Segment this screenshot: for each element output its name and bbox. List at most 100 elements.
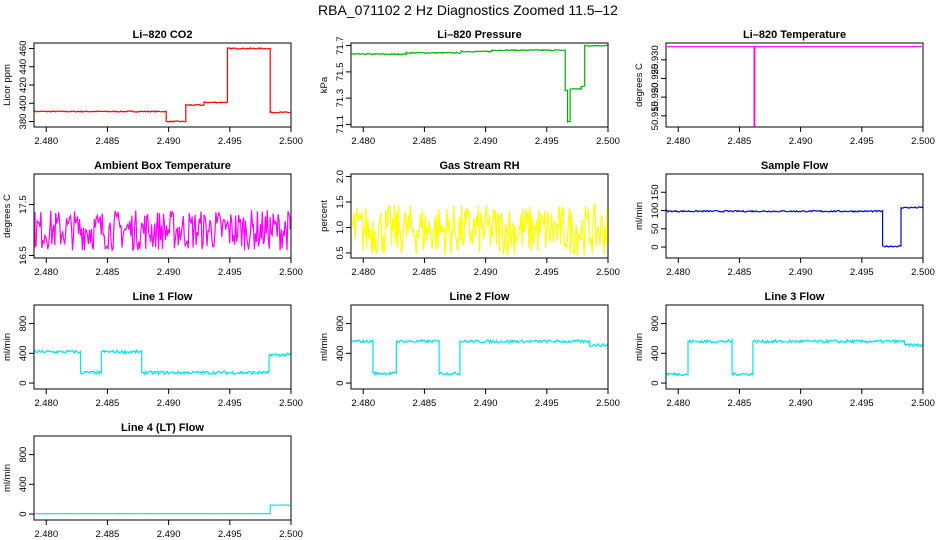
series-line <box>351 44 608 123</box>
y-tick-label: 400 <box>18 95 29 111</box>
plot-frame <box>33 42 292 128</box>
x-tick-label: 2.485 <box>96 267 120 278</box>
x-tick-label: 2.490 <box>157 136 181 147</box>
x-tick-label: 2.495 <box>535 136 559 147</box>
y-tick-label: 400 <box>18 345 29 361</box>
y-axis-label: kPa <box>319 76 330 93</box>
x-tick-label: 2.500 <box>911 267 935 278</box>
panel-title: Ambient Box Temperature <box>94 160 231 172</box>
x-tick-label: 2.480 <box>34 136 58 147</box>
y-axis-label: Licor ppm <box>2 64 13 106</box>
y-tick-label: 16.5 <box>18 246 29 264</box>
y-axis-label: ml/min <box>634 333 645 361</box>
x-tick-label: 2.485 <box>413 136 437 147</box>
x-tick-label: 2.500 <box>911 398 935 409</box>
x-tick-label: 2.490 <box>789 267 813 278</box>
y-tick-label: 800 <box>650 316 661 332</box>
series-line <box>34 504 291 515</box>
x-tick-label: 2.480 <box>34 529 58 540</box>
panel-title: Sample Flow <box>761 160 829 172</box>
y-tick-label: 0 <box>335 380 346 385</box>
plot-frame <box>350 42 609 128</box>
x-tick-label: 2.480 <box>351 136 375 147</box>
panel-2: Li–820 Pressure 2.480 2.485 2.490 2.495 2.500… <box>319 29 620 147</box>
y-tick-label: 17.5 <box>18 195 29 214</box>
x-tick-label: 2.500 <box>279 136 303 147</box>
y-tick-label: 400 <box>18 476 29 492</box>
series-line <box>666 206 923 248</box>
y-tick-label: 0 <box>18 380 29 385</box>
x-tick-label: 2.495 <box>850 398 874 409</box>
y-axis-label: ml/min <box>2 464 13 492</box>
x-tick-label: 2.495 <box>218 267 242 278</box>
panel-3: Li–820 Temperature 2.480 2.485 2.490 2.495 2.… <box>634 29 935 147</box>
x-tick-label: 2.500 <box>596 398 620 409</box>
x-tick-label: 2.480 <box>34 267 58 278</box>
y-axis-label: ml/min <box>319 333 330 361</box>
x-tick-label: 2.480 <box>34 398 58 409</box>
y-tick-label: 150 <box>650 184 661 200</box>
x-tick-label: 2.490 <box>474 136 498 147</box>
x-tick-label: 2.495 <box>218 398 242 409</box>
x-tick-label: 2.500 <box>596 136 620 147</box>
series-line <box>666 338 923 377</box>
x-tick-label: 2.495 <box>850 267 874 278</box>
x-tick-label: 2.480 <box>666 398 690 409</box>
x-tick-label: 2.480 <box>666 267 690 278</box>
series-line <box>34 348 291 376</box>
plot-frame <box>33 173 292 259</box>
x-tick-label: 2.500 <box>279 398 303 409</box>
x-tick-label: 2.500 <box>279 529 303 540</box>
panel-title: Line 1 Flow <box>133 291 193 303</box>
y-tick-label: 50.930 <box>650 45 661 74</box>
y-tick-label: 71.1 <box>335 115 346 134</box>
panel-10: Line 4 (LT) Flow 2.480 2.485 2.490 2.495 2.50… <box>2 422 303 540</box>
x-tick-label: 2.500 <box>279 267 303 278</box>
panel-title: Line 2 Flow <box>450 291 510 303</box>
y-tick-label: 71.3 <box>335 89 346 108</box>
series-line <box>351 203 608 256</box>
y-tick-label: 50.920 <box>650 83 661 112</box>
panel-7: Line 1 Flow 2.480 2.485 2.490 2.495 2.500 0 400… <box>2 291 303 409</box>
x-tick-label: 2.490 <box>789 136 813 147</box>
y-axis-label: degrees C <box>2 194 13 238</box>
series-line <box>667 46 922 127</box>
panel-title: Line 4 (LT) Flow <box>121 422 204 434</box>
x-tick-label: 2.485 <box>728 136 752 147</box>
x-tick-label: 2.485 <box>728 267 752 278</box>
y-tick-label: 380 <box>18 114 29 130</box>
y-tick-label: 0 <box>18 511 29 516</box>
x-tick-label: 2.485 <box>413 398 437 409</box>
panel-title: Gas Stream RH <box>439 160 519 172</box>
x-tick-label: 2.490 <box>157 267 181 278</box>
plot-frame <box>33 304 292 390</box>
x-tick-label: 2.485 <box>96 136 120 147</box>
y-tick-label: 71.5 <box>335 63 346 82</box>
plot-frame <box>665 42 924 128</box>
y-tick-label: 400 <box>335 345 346 361</box>
y-tick-label: 50.915 <box>650 101 661 130</box>
y-tick-label: 0 <box>650 380 661 385</box>
x-tick-label: 2.485 <box>96 529 120 540</box>
y-tick-label: 1.0 <box>335 221 346 234</box>
x-tick-label: 2.485 <box>413 267 437 278</box>
y-tick-label: 50 <box>650 223 661 234</box>
x-tick-label: 2.490 <box>789 398 813 409</box>
panel-8: Line 2 Flow 2.480 2.485 2.490 2.495 2.500 0 400… <box>319 291 620 409</box>
x-tick-label: 2.500 <box>911 136 935 147</box>
x-tick-label: 2.480 <box>351 398 375 409</box>
plot-frame <box>665 304 924 390</box>
panel-title: Li–820 CO2 <box>133 29 193 41</box>
y-tick-label: 0.5 <box>335 246 346 259</box>
x-tick-label: 2.490 <box>474 267 498 278</box>
y-tick-label: 1.5 <box>335 195 346 208</box>
x-tick-label: 2.495 <box>850 136 874 147</box>
y-axis-label: percent <box>319 200 330 232</box>
y-tick-label: 71.7 <box>335 36 346 55</box>
plot-frame <box>350 173 609 259</box>
y-tick-label: 460 <box>18 41 29 57</box>
page-title: RBA_071102 2 Hz Diagnostics Zoomed 11.5–… <box>318 2 618 18</box>
series-line <box>351 338 608 377</box>
y-tick-label: 0 <box>650 244 661 249</box>
